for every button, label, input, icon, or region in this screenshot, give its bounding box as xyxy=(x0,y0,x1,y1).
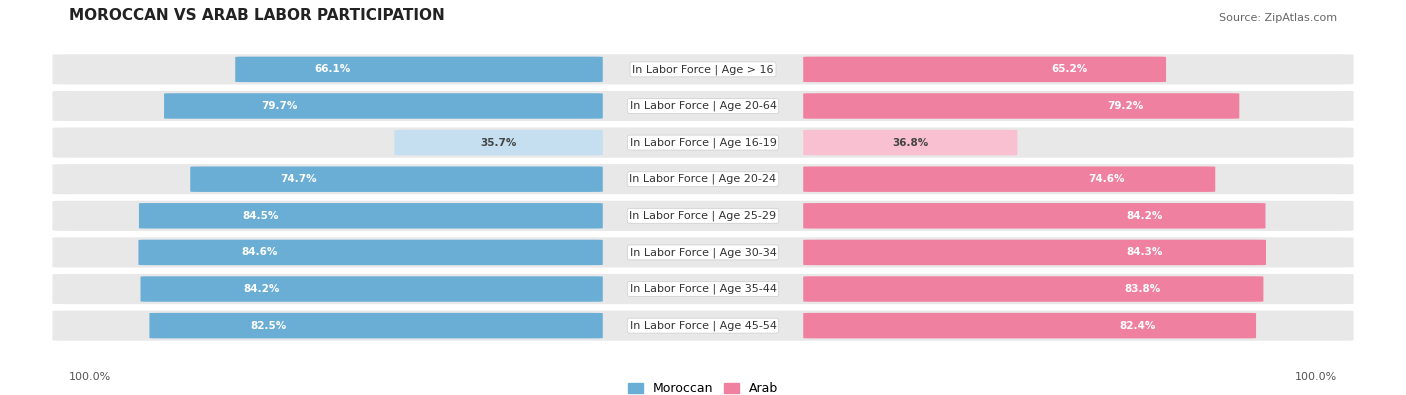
FancyBboxPatch shape xyxy=(165,93,603,119)
Text: 84.2%: 84.2% xyxy=(1126,211,1163,221)
Text: 79.2%: 79.2% xyxy=(1107,101,1143,111)
Text: 100.0%: 100.0% xyxy=(69,372,111,382)
FancyBboxPatch shape xyxy=(190,166,603,192)
Text: In Labor Force | Age 25-29: In Labor Force | Age 25-29 xyxy=(630,211,776,221)
Text: 74.6%: 74.6% xyxy=(1088,174,1125,184)
Text: In Labor Force | Age 20-24: In Labor Force | Age 20-24 xyxy=(630,174,776,184)
Text: In Labor Force | Age 30-34: In Labor Force | Age 30-34 xyxy=(630,247,776,258)
Text: 82.4%: 82.4% xyxy=(1119,321,1156,331)
Text: MOROCCAN VS ARAB LABOR PARTICIPATION: MOROCCAN VS ARAB LABOR PARTICIPATION xyxy=(69,8,444,23)
Text: Source: ZipAtlas.com: Source: ZipAtlas.com xyxy=(1219,13,1337,23)
FancyBboxPatch shape xyxy=(803,276,1264,302)
FancyBboxPatch shape xyxy=(803,203,1265,229)
FancyBboxPatch shape xyxy=(803,313,1256,339)
FancyBboxPatch shape xyxy=(235,56,603,82)
FancyBboxPatch shape xyxy=(138,240,603,265)
FancyBboxPatch shape xyxy=(803,130,1018,155)
Text: 79.7%: 79.7% xyxy=(262,101,297,111)
FancyBboxPatch shape xyxy=(803,240,1265,265)
FancyBboxPatch shape xyxy=(803,166,1215,192)
Legend: Moroccan, Arab: Moroccan, Arab xyxy=(628,382,778,395)
Text: 83.8%: 83.8% xyxy=(1125,284,1161,294)
FancyBboxPatch shape xyxy=(52,164,1354,194)
Text: 66.1%: 66.1% xyxy=(315,64,350,74)
FancyBboxPatch shape xyxy=(52,310,1354,341)
Text: 84.5%: 84.5% xyxy=(242,211,278,221)
FancyBboxPatch shape xyxy=(141,276,603,302)
Text: 84.6%: 84.6% xyxy=(242,247,278,258)
FancyBboxPatch shape xyxy=(149,313,603,339)
FancyBboxPatch shape xyxy=(52,237,1354,267)
Text: 74.7%: 74.7% xyxy=(280,174,318,184)
FancyBboxPatch shape xyxy=(803,56,1166,82)
FancyBboxPatch shape xyxy=(52,274,1354,304)
Text: 82.5%: 82.5% xyxy=(250,321,287,331)
Text: In Labor Force | Age 45-54: In Labor Force | Age 45-54 xyxy=(630,320,776,331)
Text: 35.7%: 35.7% xyxy=(481,137,517,148)
FancyBboxPatch shape xyxy=(52,201,1354,231)
Text: In Labor Force | Age 16-19: In Labor Force | Age 16-19 xyxy=(630,137,776,148)
Text: 84.2%: 84.2% xyxy=(243,284,280,294)
FancyBboxPatch shape xyxy=(139,203,603,229)
FancyBboxPatch shape xyxy=(52,128,1354,158)
FancyBboxPatch shape xyxy=(52,54,1354,85)
Text: In Labor Force | Age 20-64: In Labor Force | Age 20-64 xyxy=(630,101,776,111)
FancyBboxPatch shape xyxy=(52,91,1354,121)
Text: 100.0%: 100.0% xyxy=(1295,372,1337,382)
FancyBboxPatch shape xyxy=(803,93,1239,119)
Text: 84.3%: 84.3% xyxy=(1126,247,1163,258)
FancyBboxPatch shape xyxy=(394,130,603,155)
Text: 36.8%: 36.8% xyxy=(893,137,928,148)
Text: In Labor Force | Age > 16: In Labor Force | Age > 16 xyxy=(633,64,773,75)
Text: In Labor Force | Age 35-44: In Labor Force | Age 35-44 xyxy=(630,284,776,294)
Text: 65.2%: 65.2% xyxy=(1052,64,1088,74)
